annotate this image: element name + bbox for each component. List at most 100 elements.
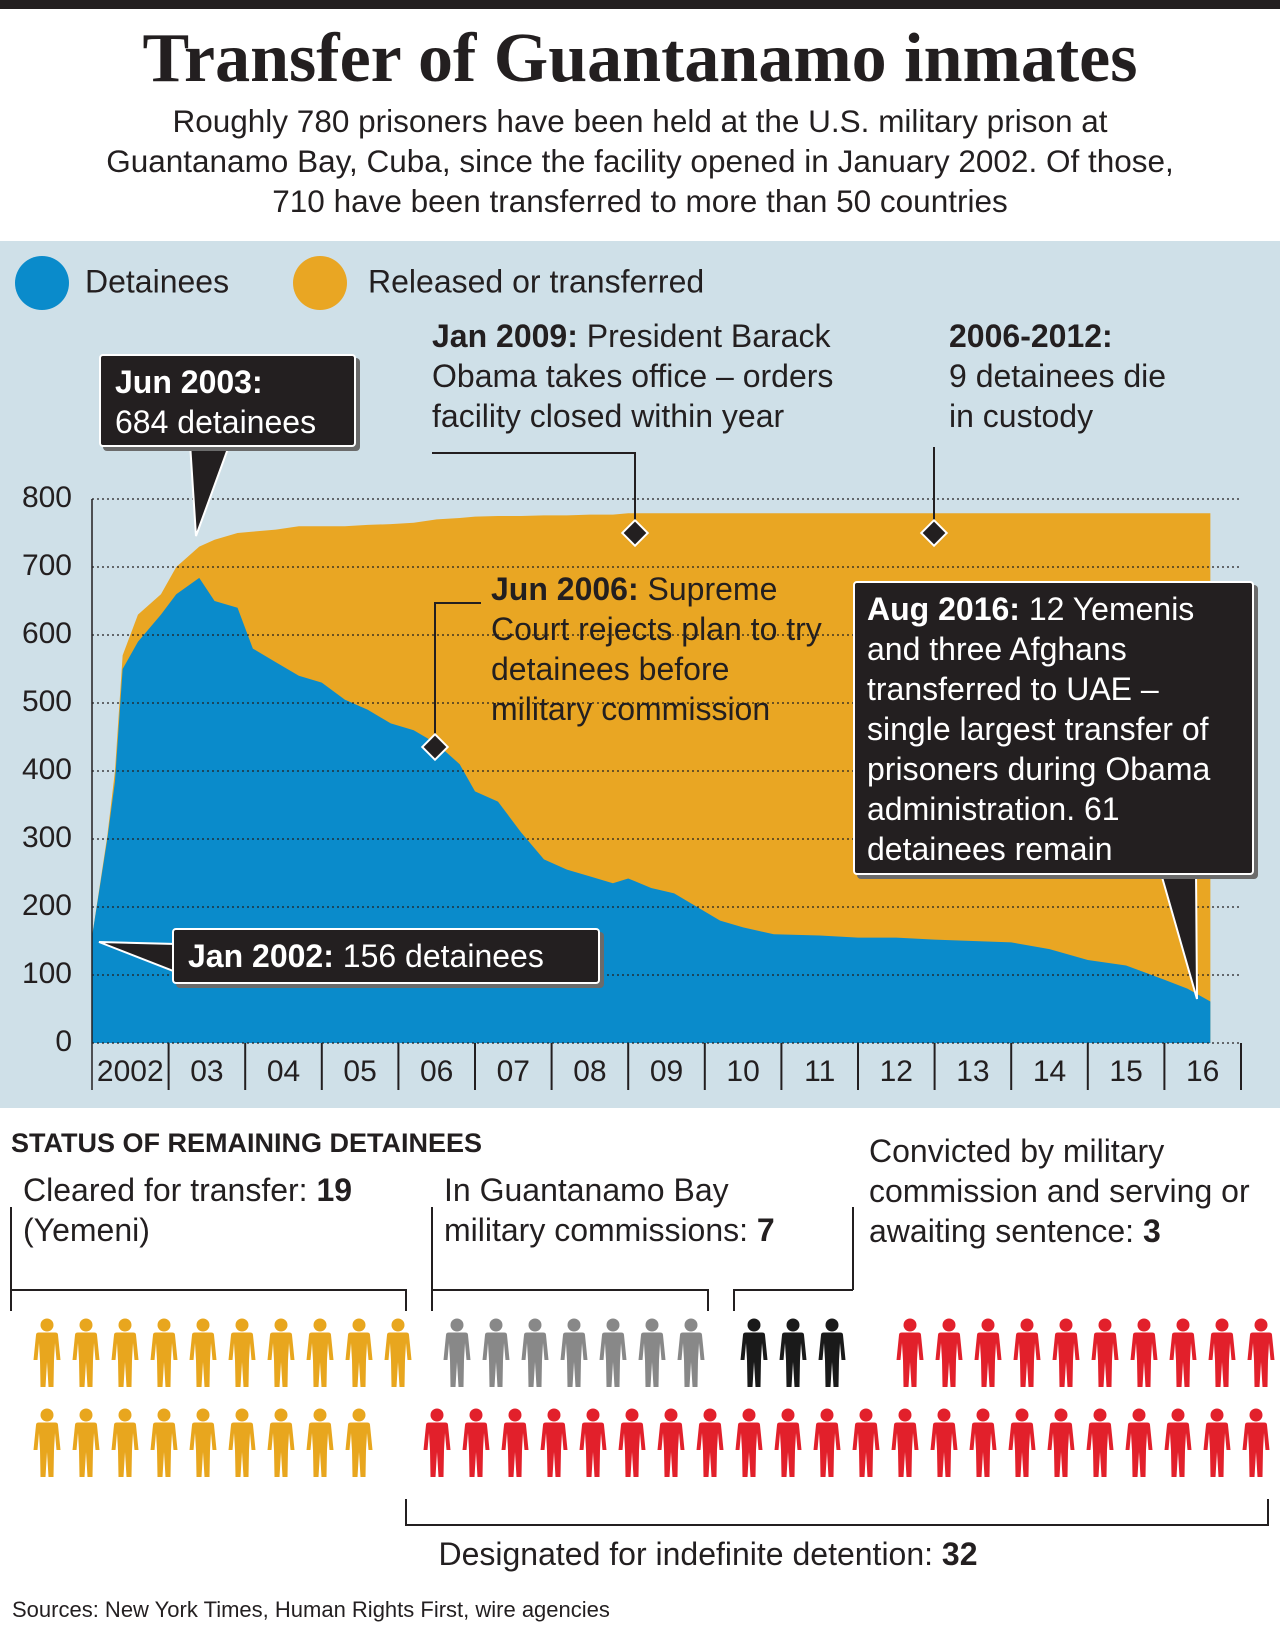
x-tick-label: 10: [726, 1055, 759, 1088]
person-icon: [969, 1408, 997, 1477]
x-tick-label: 08: [573, 1055, 606, 1088]
x-tick-label: 03: [190, 1055, 223, 1088]
person-icon: [779, 1318, 807, 1387]
brackets: [10, 1207, 1269, 1526]
person-icon: [1130, 1318, 1158, 1387]
person-icon: [228, 1318, 256, 1387]
person-icon: [935, 1318, 963, 1387]
person-icon: [618, 1408, 646, 1477]
callout: Aug 2016: 12 Yemenis and three Afghans t…: [853, 581, 1254, 875]
callout: Jan 2002: 156 detainees: [172, 928, 600, 984]
title: Transfer of Guantanamo inmates: [142, 20, 1138, 97]
annotation-label: Jun 2006:: [491, 571, 639, 607]
person-icon: [228, 1408, 256, 1477]
icons: [33, 1318, 1275, 1477]
callout-label: Aug 2016:: [867, 591, 1020, 627]
group-label: Designated for indefinite detention:: [438, 1536, 934, 1572]
person-icon: [896, 1318, 924, 1387]
person-icon: [740, 1318, 768, 1387]
callout-label: Jun 2003:: [115, 364, 263, 400]
x-tick-label: 09: [650, 1055, 683, 1088]
y-tick-label: 200: [22, 889, 72, 922]
person-icon: [189, 1408, 217, 1477]
person-icon: [1013, 1318, 1041, 1387]
x-tick-label: 05: [343, 1055, 376, 1088]
legend-label: Released or transferred: [368, 263, 704, 299]
person-icon: [1008, 1408, 1036, 1477]
leader-line: [434, 602, 481, 747]
group-note: (Yemeni): [23, 1212, 150, 1248]
y-tick-label: 0: [55, 1025, 72, 1058]
person-icon: [384, 1318, 412, 1387]
group-count: 32: [941, 1536, 978, 1572]
group-label: In Guantanamo Bay military commissions:: [444, 1172, 749, 1248]
person-icon: [111, 1408, 139, 1477]
subtitle: Roughly 780 prisoners have been held at …: [106, 103, 1174, 219]
person-icon: [540, 1408, 568, 1477]
x-tick-label: 16: [1186, 1055, 1219, 1088]
leader-line: [432, 452, 636, 533]
diamond-marker: [919, 518, 949, 548]
annotation-label: 2006-2012:: [949, 318, 1113, 354]
x-tick-label: 15: [1109, 1055, 1142, 1088]
person-icon: [111, 1318, 139, 1387]
person-icon: [638, 1318, 666, 1387]
person-icon: [1125, 1408, 1153, 1477]
x-tick-label: 14: [1033, 1055, 1066, 1088]
y-tick-label: 700: [22, 549, 72, 582]
status-title: STATUS OF REMAINING DETAINEES: [11, 1128, 483, 1158]
annotation-label: Jan 2009:: [432, 318, 578, 354]
person-icon: [599, 1318, 627, 1387]
group-count: 19: [316, 1172, 353, 1208]
person-icon: [345, 1408, 373, 1477]
person-icon: [267, 1318, 295, 1387]
status-group: Cleared for transfer: 19 (Yemeni): [23, 1170, 353, 1250]
person-icon: [443, 1318, 471, 1387]
sources: Sources: New York Times, Human Rights Fi…: [12, 1597, 610, 1622]
callout-text: 684 detainees: [115, 404, 317, 440]
person-icon: [1086, 1408, 1114, 1477]
annotation: 2006-2012: 9 detainees die in custody: [949, 316, 1189, 436]
person-icon: [1203, 1408, 1231, 1477]
group-label: Convicted by military commission and ser…: [869, 1133, 1250, 1249]
person-icon: [482, 1318, 510, 1387]
x-tick-label: 04: [267, 1055, 300, 1088]
bracket: [733, 1207, 854, 1311]
person-icon: [818, 1318, 846, 1387]
person-icon: [72, 1318, 100, 1387]
status-group: In Guantanamo Bay military commissions: …: [444, 1170, 824, 1250]
group-count: 7: [756, 1212, 775, 1248]
area: [92, 577, 1211, 1043]
person-icon: [267, 1408, 295, 1477]
person-icon: [33, 1408, 61, 1477]
person-icon: [72, 1408, 100, 1477]
person-icon: [306, 1318, 334, 1387]
x-tick-label: 11: [804, 1055, 835, 1088]
y-tick-label: 500: [22, 685, 72, 718]
person-icon: [150, 1318, 178, 1387]
y-tick-label: 400: [22, 753, 72, 786]
person-icon: [150, 1408, 178, 1477]
legend-label: Detainees: [85, 263, 229, 299]
y-tick-label: 600: [22, 617, 72, 650]
bracket: [431, 1207, 709, 1311]
person-icon: [735, 1408, 763, 1477]
person-icon: [560, 1318, 588, 1387]
person-icon: [930, 1408, 958, 1477]
person-icon: [306, 1408, 334, 1477]
status-group: Convicted by military commission and ser…: [869, 1131, 1269, 1251]
person-icon: [33, 1318, 61, 1387]
bracket: [10, 1207, 407, 1311]
callout-text: 12 Yemenis and three Afghans transferred…: [867, 591, 1211, 867]
annotation-text: 9 detainees die in custody: [949, 358, 1167, 434]
annotation-text: Supreme Court rejects plan to try detain…: [491, 571, 822, 727]
person-icon: [1247, 1318, 1275, 1387]
person-icon: [423, 1408, 451, 1477]
y-tick-label: 300: [22, 821, 72, 854]
x-tick-label: 12: [880, 1055, 913, 1088]
diamond-marker: [420, 732, 450, 762]
callout: Jun 2003: 684 detainees: [99, 354, 356, 447]
bracket: [405, 1499, 1269, 1526]
group-count: 3: [1142, 1213, 1161, 1249]
x-tick-label: 2002: [97, 1055, 164, 1088]
